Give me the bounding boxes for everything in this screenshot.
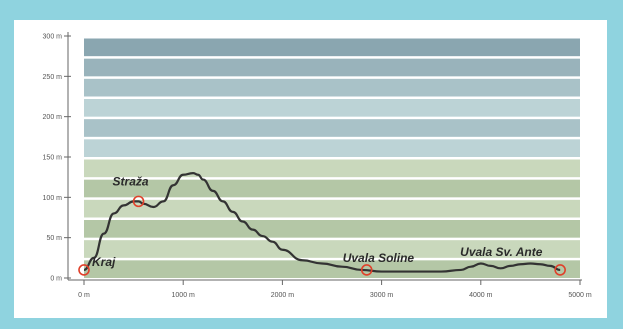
elevation-band-5 bbox=[84, 159, 580, 178]
x-tick-label-5: 5000 m bbox=[568, 292, 592, 299]
waypoint-markers bbox=[78, 195, 566, 276]
x-tick-label-3: 3000 m bbox=[370, 292, 394, 299]
waypoint-marker-3 bbox=[554, 264, 566, 276]
y-tick-label-1: 50 m bbox=[46, 235, 62, 242]
elevation-band-11 bbox=[84, 38, 580, 57]
waypoint-marker-0 bbox=[78, 264, 90, 276]
elevation-band-0 bbox=[84, 260, 580, 278]
y-tick-label-3: 150 m bbox=[43, 155, 63, 162]
y-tick-label-5: 250 m bbox=[43, 74, 63, 81]
elevation-band-4 bbox=[84, 179, 580, 198]
waypoint-label-0: Kraj bbox=[92, 255, 116, 269]
x-tick-label-4: 4000 m bbox=[469, 292, 493, 299]
axes: 0 m 50 m 100 m 150 m 200 m 250 m 300 m 0 m 1000 … bbox=[43, 32, 592, 299]
elevation-band-8 bbox=[84, 99, 580, 117]
chart-frame: 0 m 50 m 100 m 150 m 200 m 250 m 300 m 0 m 1000 … bbox=[14, 20, 607, 318]
waypoint-marker-2 bbox=[360, 264, 373, 276]
waypoint-label-1: Straža bbox=[113, 174, 149, 188]
waypoint-marker-1 bbox=[132, 195, 145, 208]
waypoint-label-2: Uvala Soline bbox=[343, 251, 415, 265]
elevation-band-7 bbox=[84, 119, 580, 137]
y-tick-label-2: 100 m bbox=[43, 195, 63, 202]
elevation-band-2 bbox=[84, 220, 580, 238]
y-tick-label-6: 300 m bbox=[43, 34, 63, 41]
elevation-band-1 bbox=[84, 240, 580, 258]
elevation-band-3 bbox=[84, 199, 580, 218]
x-tick-label-2: 2000 m bbox=[271, 292, 295, 299]
elevation-bands bbox=[84, 38, 580, 278]
y-tick-label-4: 200 m bbox=[43, 114, 63, 121]
elevation-band-6 bbox=[84, 139, 580, 157]
y-tick-label-0: 0 m bbox=[50, 276, 62, 283]
waypoint-labels: Kraj Straža Uvala Soline Uvala Sv. Ante bbox=[92, 174, 543, 269]
elevation-band-10 bbox=[84, 58, 580, 77]
waypoint-label-3: Uvala Sv. Ante bbox=[460, 245, 543, 259]
x-tick-label-1: 1000 m bbox=[172, 292, 196, 299]
elevation-profile-chart: 0 m 50 m 100 m 150 m 200 m 250 m 300 m 0 m 1000 … bbox=[43, 32, 592, 299]
x-tick-label-0: 0 m bbox=[78, 292, 90, 299]
elevation-band-9 bbox=[84, 78, 580, 97]
